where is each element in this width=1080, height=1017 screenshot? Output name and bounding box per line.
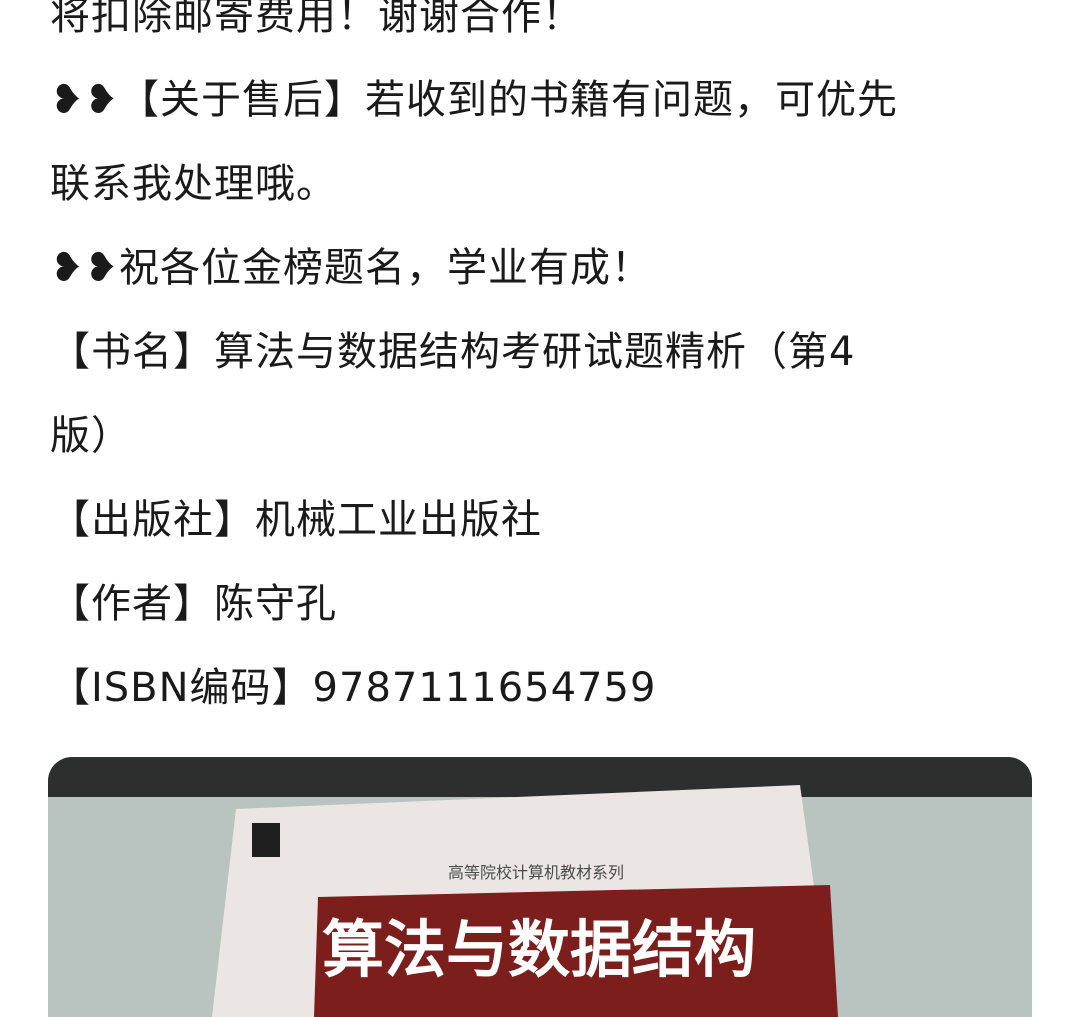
dark-edge: [48, 757, 1032, 797]
cover-title-band: [314, 885, 838, 1017]
author-line: 【作者】陈守孔: [50, 581, 337, 627]
shipping-note-line: 将扣除邮寄费用！谢谢合作！: [50, 0, 583, 39]
after-sales-line: ❥❥【关于售后】若收到的书籍有问题，可优先: [50, 77, 899, 123]
book-photo-image: 高等院校计算机教材系列 算法与数据结构: [48, 757, 1032, 1017]
cover-title-text: 算法与数据结构: [322, 913, 756, 986]
after-sales-line-continued: 联系我处理哦。: [50, 161, 337, 207]
book-photo[interactable]: 高等院校计算机教材系列 算法与数据结构: [48, 757, 1032, 1017]
book-title-line-continued: 版）: [50, 413, 132, 459]
cover-series-text: 高等院校计算机教材系列: [448, 863, 624, 882]
wish-line: ❥❥祝各位金榜题名，学业有成！: [50, 245, 653, 291]
publisher-logo: [252, 823, 280, 857]
book-title-line: 【书名】算法与数据结构考研试题精析（第4: [50, 329, 856, 375]
publisher-line: 【出版社】机械工业出版社: [50, 497, 542, 543]
isbn-line: 【ISBN编码】9787111654759: [50, 665, 657, 711]
